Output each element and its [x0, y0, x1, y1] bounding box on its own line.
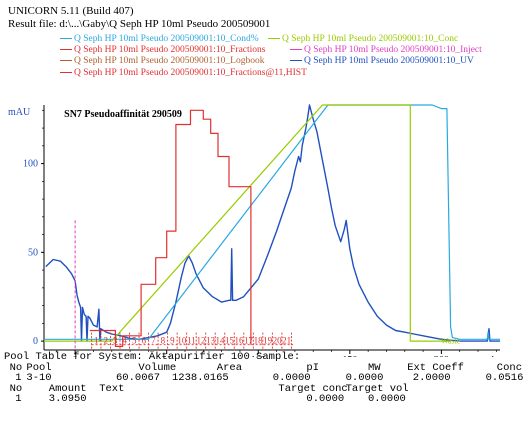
y-tick-label: 0: [33, 336, 38, 347]
pool-table-cell: 60.0067: [116, 372, 161, 385]
pool-table-title: Pool Table for System: Äktapurifier 100 …: [0, 352, 532, 363]
legend-item-fractions-hist: Q Seph HP 10ml Pseudo 200509001:10_Fract…: [60, 68, 307, 78]
fraction-label: 16: [235, 336, 245, 346]
fraction-label: 8: [161, 336, 166, 346]
series-line-uv: [45, 104, 500, 342]
y-axis-label: mAU: [8, 107, 31, 118]
fraction-label: 18: [254, 336, 264, 346]
fraction-label: 1: [94, 336, 99, 346]
legend-item-uv: Q Seph HP 10ml Pseudo 200509001:10_UV: [290, 56, 474, 66]
fraction-label: 2: [103, 336, 108, 346]
pool-table-cell: pI: [306, 361, 319, 374]
fraction-label: 5: [132, 336, 137, 346]
result-file-path: Result file: d:\...\Gaby\Q Seph HP 10ml …: [8, 18, 271, 30]
pool-table-cell: 0.0516: [485, 372, 524, 385]
pool-table-cell: Pool: [26, 361, 52, 374]
pool-table-cell: Area: [216, 361, 243, 374]
pool-table-cell: 0.0000: [368, 393, 406, 406]
pool-table-row: 1 3-10 60.0067 1238.0165 0.0000 0.0000 2.0000 0…: [0, 373, 532, 384]
pool-table-cell: 0.0000: [345, 372, 384, 385]
fraction-label: 4: [123, 336, 128, 346]
y-tick-label: 100: [23, 159, 38, 170]
pool-table-row: 1 3.0950 0.0000 0.0000: [0, 394, 532, 405]
fraction-label: 3: [113, 336, 118, 346]
fraction-label: 13: [206, 336, 216, 346]
fraction-label: 17: [244, 336, 254, 346]
pool-table-cell: 1: [15, 393, 22, 406]
legend-item-inject: Q Seph HP 10ml Pseudo 200509001:10_Injec…: [290, 45, 482, 55]
pool-table-cell: Target conc: [278, 382, 348, 395]
fraction-label: 19: [263, 336, 273, 346]
x-tick-label: 0: [73, 355, 78, 357]
pool-table-cell: 0.0000: [272, 372, 311, 385]
pool-table-cell: 3-10: [26, 372, 52, 385]
legend-item-logbook: Q Seph HP 10ml Pseudo 200509001:10_Logbo…: [60, 56, 264, 66]
fraction-label: 7: [151, 336, 156, 346]
pool-table-cell: 1238.0165: [172, 372, 229, 385]
pool-table-cell: Volume: [138, 361, 177, 374]
fraction-label: 12: [196, 336, 205, 346]
series-line-cond: [44, 104, 500, 340]
fraction-label: 21: [282, 336, 291, 346]
series-line-conc: [44, 104, 451, 342]
app-title: UNICORN 5.11 (Build 407): [8, 5, 134, 17]
y-tick-label: 50: [28, 247, 38, 258]
pool-table-cell: Amount: [48, 382, 87, 395]
pool-table-cell: MW: [368, 361, 381, 374]
waste-label: Waste: [441, 337, 461, 346]
legend-item-cond: Q Seph HP 10ml Pseudo 200509001:10_Cond%: [60, 34, 259, 44]
pool-table-cell: Target vol: [345, 382, 409, 395]
pool-table-cell: No: [9, 382, 23, 395]
pool-table-cell: Ext Coeff: [407, 361, 464, 374]
pool-table-row: No Pool Volume Area pI MW Ext Coeff Conc: [0, 361, 532, 374]
x-tick-label: 100: [251, 355, 266, 357]
fraction-label: 11: [187, 336, 196, 346]
pool-table: Pool Table for System: Äktapurifier 100 …: [0, 352, 532, 405]
pool-table-row: No Amount Text Target conc Target vol: [0, 384, 532, 395]
x-tick-label: 50: [162, 355, 172, 357]
pool-table-cell: No: [9, 361, 23, 374]
pool-table-cell: 2.0000: [412, 372, 451, 385]
fraction-label: 9: [170, 336, 175, 346]
pool-table-cell: 0.0000: [306, 393, 345, 406]
series-line-fractions_hist: [89, 109, 252, 347]
chart-legend: Q Seph HP 10ml Pseudo 200509001:10_Cond%…: [0, 34, 532, 96]
pool-table-cell: Pool Table for System: Äktapurifier 100 …: [4, 351, 301, 363]
pool-table-cell: Text: [99, 382, 125, 395]
legend-item-fractions: Q Seph HP 10ml Pseudo 200509001:10_Fract…: [60, 45, 266, 55]
fraction-label: 20: [273, 336, 283, 346]
pool-table-cell: 1: [15, 372, 22, 385]
x-tick-label: 200: [434, 355, 449, 357]
legend-item-conc: Q Seph HP 10ml Pseudo 200509001:10_Conc: [268, 34, 458, 44]
fraction-label: 14: [215, 336, 225, 346]
pool-table-cell: Conc: [496, 361, 523, 374]
fraction-label: 15: [225, 336, 235, 346]
fraction-label: 10: [177, 336, 187, 346]
pool-table-cell: 3.0950: [48, 393, 87, 406]
x-axis-label: ml: [484, 355, 495, 357]
chromatogram-chart: mAU 0 50 100 0 50 100 150 200 ml SN7 Pseudoaffinit…: [8, 104, 500, 357]
x-tick-label: 150: [342, 355, 357, 357]
fraction-label: 6: [142, 336, 147, 346]
chart-title: SN7 Pseudoaffinität 290509: [64, 109, 182, 120]
